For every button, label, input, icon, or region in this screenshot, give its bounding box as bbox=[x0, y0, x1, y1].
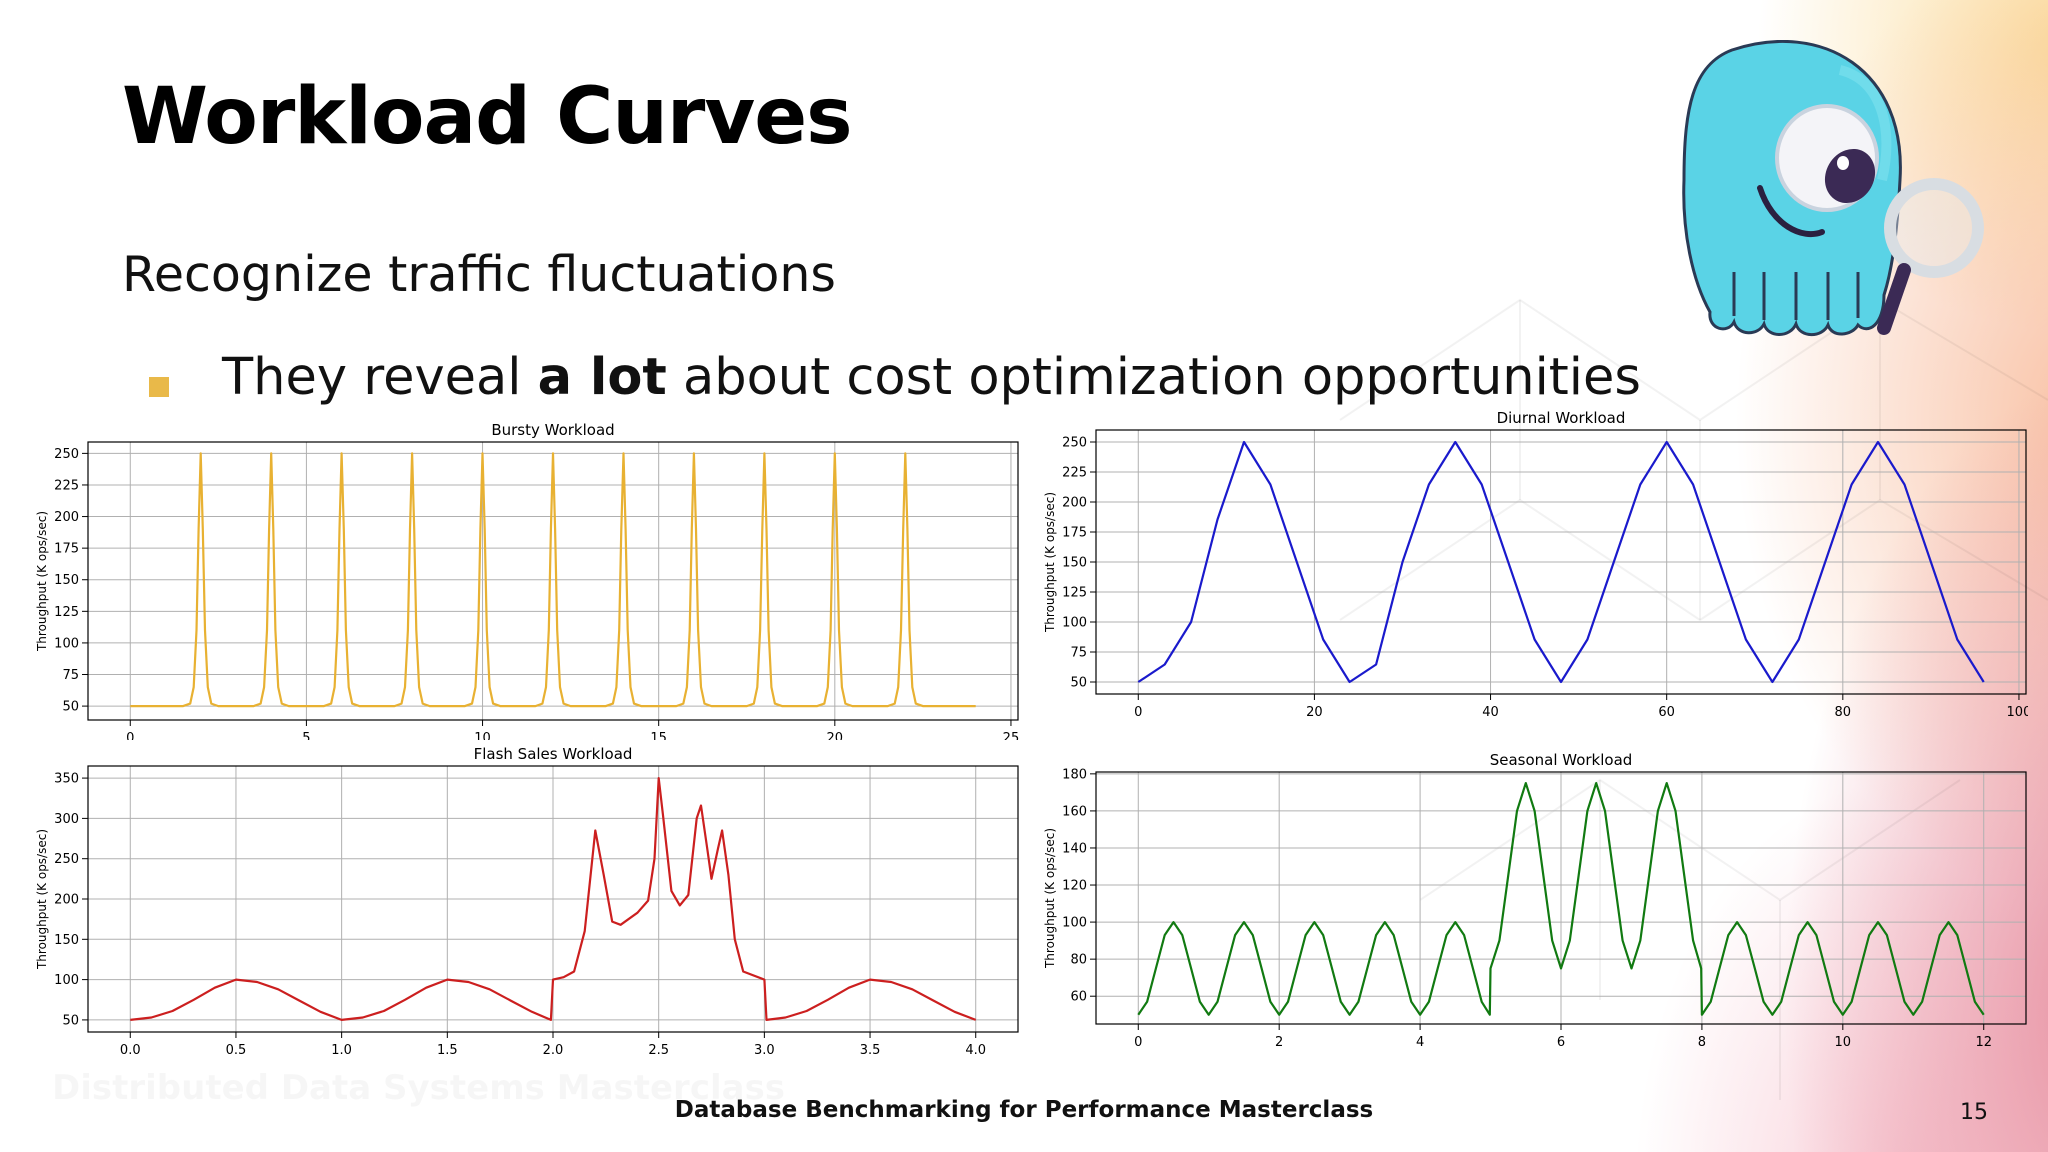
slide-subtitle: Recognize traffic fluctuations bbox=[122, 246, 836, 303]
y-tick-label: 50 bbox=[62, 1013, 79, 1028]
y-tick-label: 80 bbox=[1070, 953, 1087, 968]
y-tick-label: 225 bbox=[1062, 466, 1087, 481]
x-tick-label: 1.0 bbox=[331, 1043, 352, 1054]
page-number: 15 bbox=[1960, 1100, 1988, 1125]
octopus-mascot-icon bbox=[1682, 40, 1984, 337]
x-tick-label: 100 bbox=[2007, 705, 2028, 718]
x-tick-label: 2 bbox=[1275, 1035, 1283, 1050]
x-tick-label: 40 bbox=[1482, 705, 1499, 718]
y-axis-label: Throughput (K ops/sec) bbox=[1043, 492, 1057, 633]
y-tick-label: 250 bbox=[1062, 436, 1087, 451]
x-tick-label: 5 bbox=[302, 731, 310, 740]
x-tick-label: 0.0 bbox=[120, 1043, 141, 1054]
y-axis-label: Throughput (K ops/sec) bbox=[35, 829, 49, 970]
plot-frame bbox=[87, 441, 1019, 721]
x-tick-label: 6 bbox=[1557, 1035, 1565, 1050]
y-tick-label: 140 bbox=[1062, 841, 1087, 856]
x-tick-label: 0.5 bbox=[226, 1043, 247, 1054]
x-tick-label: 20 bbox=[1306, 705, 1323, 718]
background-pattern bbox=[1339, 298, 2048, 1100]
x-tick-label: 3.5 bbox=[860, 1043, 881, 1054]
bullet-text-start: They reveal bbox=[222, 348, 538, 407]
y-tick-label: 200 bbox=[54, 510, 79, 525]
y-tick-label: 225 bbox=[54, 478, 79, 493]
y-tick-label: 100 bbox=[54, 973, 79, 988]
series-line bbox=[130, 452, 976, 708]
y-tick-label: 300 bbox=[54, 812, 79, 827]
y-tick-label: 180 bbox=[1062, 767, 1087, 782]
x-tick-label: 60 bbox=[1658, 705, 1675, 718]
x-tick-label: 8 bbox=[1698, 1035, 1706, 1050]
x-tick-label: 2.0 bbox=[543, 1043, 564, 1054]
x-tick-label: 10 bbox=[1835, 1035, 1852, 1050]
y-tick-label: 125 bbox=[54, 605, 79, 620]
bullet-text-emphasis: a lot bbox=[537, 348, 667, 407]
y-tick-label: 125 bbox=[1062, 586, 1087, 601]
y-tick-label: 200 bbox=[54, 893, 79, 908]
y-tick-label: 60 bbox=[1070, 990, 1087, 1005]
x-tick-label: 20 bbox=[827, 731, 844, 740]
y-axis-label: Throughput (K ops/sec) bbox=[1043, 828, 1057, 969]
y-tick-label: 350 bbox=[54, 772, 79, 787]
bullet-text: They reveal a lot about cost optimizatio… bbox=[222, 348, 1641, 407]
y-tick-label: 175 bbox=[54, 542, 79, 557]
x-tick-label: 25 bbox=[1003, 731, 1020, 740]
chart-title: Flash Sales Workload bbox=[474, 745, 633, 763]
y-tick-label: 50 bbox=[1070, 676, 1087, 691]
y-tick-label: 175 bbox=[1062, 526, 1087, 541]
seasonal-workload-chart: 0 2 4 6 8 10 12 60 80 100 120 140 160 180 Seasonal Wor… bbox=[1038, 748, 2028, 1064]
y-tick-label: 250 bbox=[54, 852, 79, 867]
y-tick-label: 100 bbox=[1062, 916, 1087, 931]
x-tick-label: 3.0 bbox=[754, 1043, 775, 1054]
y-tick-label: 200 bbox=[1062, 496, 1087, 511]
y-tick-label: 100 bbox=[1062, 616, 1087, 631]
y-tick-label: 150 bbox=[1062, 556, 1087, 571]
slide-title: Workload Curves bbox=[122, 72, 853, 162]
footer-title: Database Benchmarking for Performance Ma… bbox=[674, 1097, 1374, 1123]
y-tick-label: 75 bbox=[62, 668, 79, 683]
y-tick-label: 250 bbox=[54, 447, 79, 462]
series-line bbox=[1137, 782, 1985, 1016]
x-tick-label: 0 bbox=[1134, 705, 1142, 718]
series-line bbox=[130, 777, 977, 1021]
diurnal-workload-chart: 0 20 40 60 80 100 50 75 100 125 150 175 200 225 250 Diu… bbox=[1038, 408, 2031, 722]
y-axis-label: Throughput (K ops/sec) bbox=[35, 511, 49, 652]
y-tick-label: 150 bbox=[54, 573, 79, 588]
x-tick-label: 12 bbox=[1975, 1035, 1992, 1050]
bullet-text-end: about cost optimization opportunities bbox=[666, 348, 1641, 407]
series-line bbox=[1137, 440, 1985, 684]
flash-sales-workload-chart: 0.0 0.5 1.0 1.5 2.0 2.5 3.0 3.5 4.0 50 100 150 200 25… bbox=[30, 742, 1020, 1058]
x-tick-label: 0 bbox=[126, 731, 134, 740]
y-tick-label: 50 bbox=[62, 700, 79, 715]
x-tick-label: 1.5 bbox=[437, 1043, 458, 1054]
x-tick-label: 4.0 bbox=[965, 1043, 986, 1054]
x-tick-label: 15 bbox=[650, 731, 667, 740]
chart-title: Bursty Workload bbox=[491, 421, 614, 439]
chart-title: Diurnal Workload bbox=[1497, 409, 1626, 427]
y-tick-label: 160 bbox=[1062, 804, 1087, 819]
x-tick-label: 2.5 bbox=[648, 1043, 669, 1054]
bullet-marker bbox=[149, 377, 169, 397]
y-tick-label: 150 bbox=[54, 933, 79, 948]
chart-title: Seasonal Workload bbox=[1490, 751, 1633, 769]
y-tick-label: 120 bbox=[1062, 879, 1087, 894]
x-tick-label: 80 bbox=[1835, 705, 1852, 718]
y-tick-label: 75 bbox=[1070, 646, 1087, 661]
x-tick-label: 0 bbox=[1134, 1035, 1142, 1050]
x-tick-label: 4 bbox=[1416, 1035, 1424, 1050]
x-tick-label: 10 bbox=[474, 731, 491, 740]
y-tick-label: 100 bbox=[54, 636, 79, 651]
bursty-workload-chart: 0 5 10 15 20 25 50 75 100 125 150 175 200 225 250 Burst… bbox=[30, 418, 1020, 746]
